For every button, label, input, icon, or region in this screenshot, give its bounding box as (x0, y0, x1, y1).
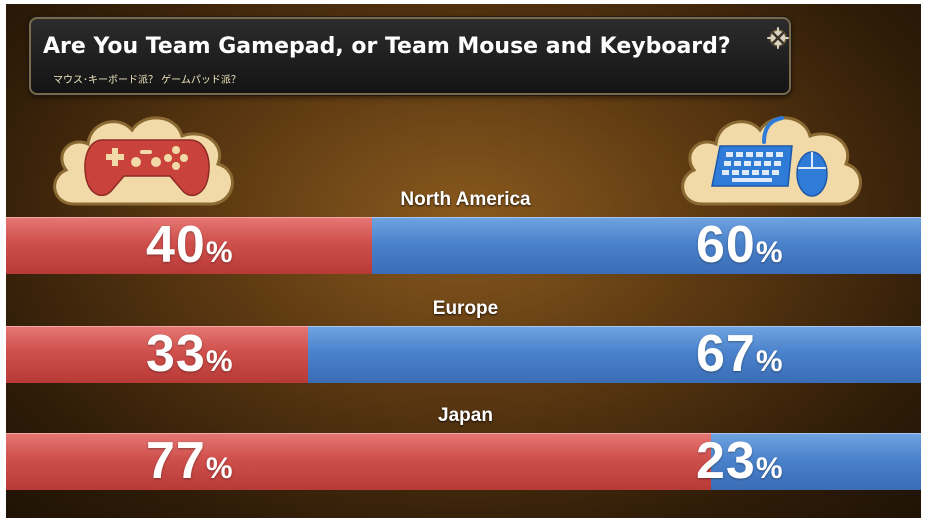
bar-gamepad-north-america (6, 217, 372, 274)
region-label-japan: Japan (438, 405, 493, 426)
gamepad-icon (84, 139, 210, 197)
title-panel: Are You Team Gamepad, or Team Mouse and … (29, 17, 791, 95)
keyboard-mouse-icon (711, 116, 828, 197)
bar-rows: North America 40% 60% Europe 33% 67% Japan 77% 2… (6, 4, 921, 518)
chart-canvas: Are You Team Gamepad, or Team Mouse and … (6, 4, 921, 518)
region-label-north-america: North America (400, 189, 531, 210)
bar-keyboard-mouse-europe (308, 326, 921, 383)
keyboard-mouse-cloud (681, 116, 862, 206)
data-label-keyboard-mouse-europe: 67% (696, 325, 783, 383)
data-label-gamepad-europe: 33% (146, 325, 233, 383)
data-label-gamepad-north-america: 40% (146, 216, 233, 274)
data-label-keyboard-mouse-north-america: 60% (696, 216, 783, 274)
chart-subtitle: マウス･キーボード派？ ゲームパッド派？ (53, 75, 241, 86)
chart-title: Are You Team Gamepad, or Team Mouse and … (43, 34, 731, 59)
close-icon[interactable] (766, 26, 790, 50)
region-label-europe: Europe (432, 298, 499, 319)
gamepad-cloud (53, 116, 234, 206)
data-label-keyboard-mouse-japan: 23% (696, 432, 783, 490)
bar-keyboard-mouse-japan (711, 433, 921, 490)
data-label-gamepad-japan: 77% (146, 432, 233, 490)
bar-gamepad-europe (6, 326, 308, 383)
bar-gamepad-japan (6, 433, 711, 490)
bar-keyboard-mouse-north-america (372, 217, 921, 274)
